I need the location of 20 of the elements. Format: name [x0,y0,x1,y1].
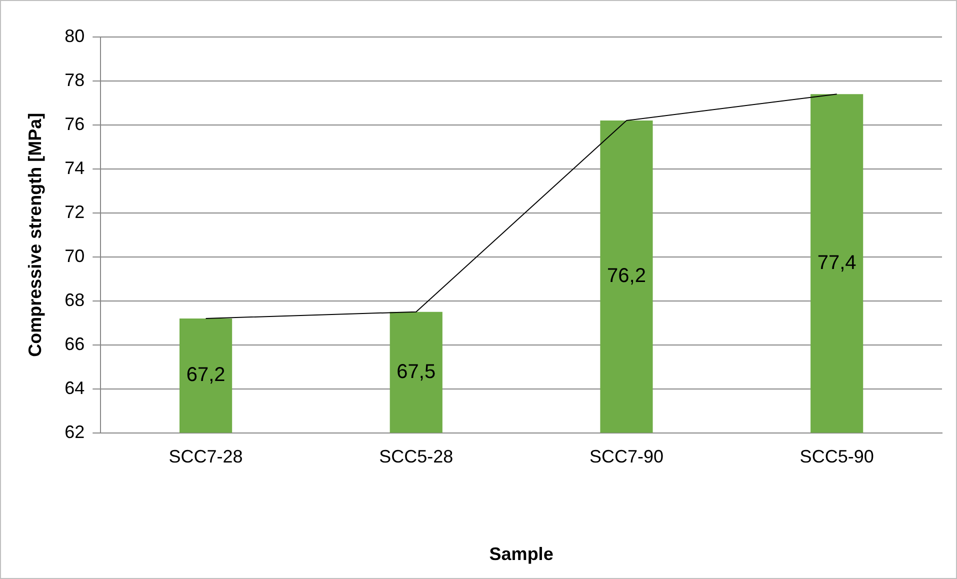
x-tick-label: SCC7-28 [168,446,243,467]
y-tick-label: 72 [64,202,85,222]
x-axis-title: Sample [489,544,554,564]
y-tick-label: 76 [64,114,85,134]
x-tick-label: SCC5-90 [800,446,874,467]
data-label: 67,5 [396,360,436,383]
data-label: 76,2 [607,265,646,288]
y-tick-label: 66 [64,334,85,354]
y-axis-title: Compressive strength [MPa] [24,112,45,357]
x-tick-label: SCC7-90 [589,446,664,467]
y-tick-label: 62 [64,422,85,442]
x-tick-label: SCC5-28 [379,446,454,467]
data-label: 67,2 [186,364,226,386]
y-tick-label: 78 [64,70,85,90]
data-label: 77,4 [817,252,856,274]
y-tick-label: 64 [64,378,85,398]
y-tick-label: 74 [64,158,85,178]
y-tick-label: 80 [64,26,85,46]
y-tick-label: 68 [64,290,85,310]
y-tick-label: 70 [64,246,85,266]
